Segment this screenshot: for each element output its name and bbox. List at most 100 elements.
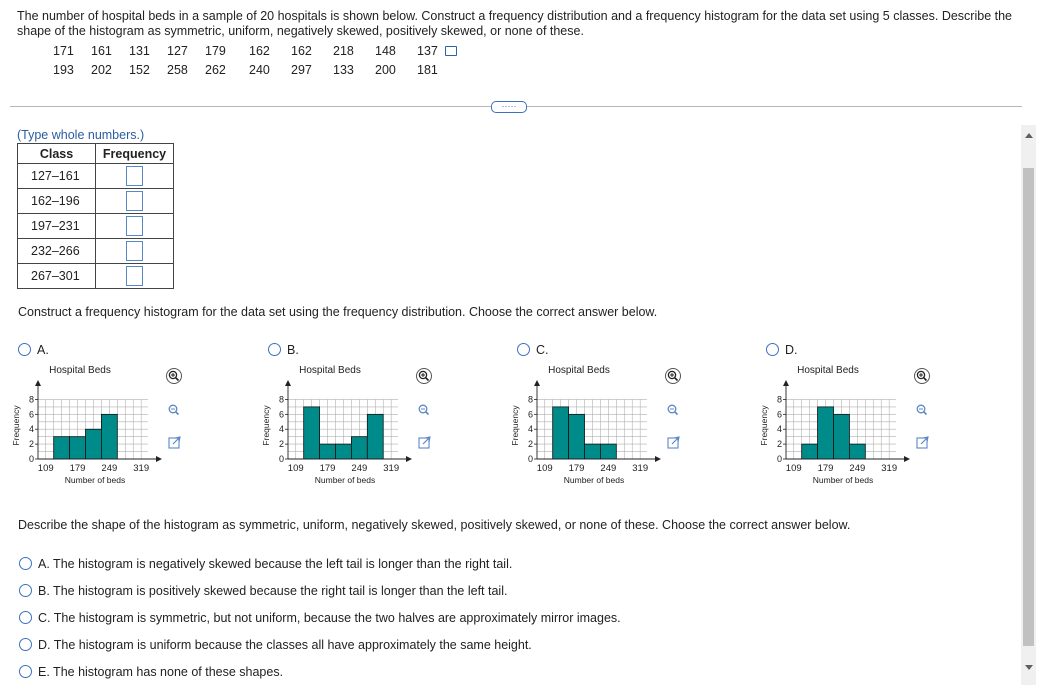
option-label: D. [785, 343, 798, 357]
radio-button[interactable] [19, 665, 32, 679]
answer-option-e[interactable]: E. The histogram has none of these shape… [19, 665, 283, 679]
y-axis-arrow [35, 380, 41, 386]
y-axis-label: Frequency [11, 405, 21, 446]
y-tick-label: 8 [29, 394, 34, 404]
histogram-bar [335, 443, 352, 460]
histogram-bar [849, 443, 866, 460]
data-value: 162 [249, 44, 270, 58]
radio-button[interactable] [19, 611, 32, 625]
table-note: (Type whole numbers.) [17, 128, 145, 142]
data-value: 218 [333, 44, 354, 58]
y-tick-label: 8 [777, 394, 782, 404]
radio-button[interactable] [19, 638, 32, 652]
zoom-in-icon[interactable] [416, 368, 432, 384]
data-value: 152 [129, 63, 150, 77]
chart-option-b[interactable]: B. [268, 343, 299, 357]
table-row: 127–161 [17, 163, 174, 189]
y-tick-label: 4 [528, 424, 533, 434]
frequency-cell [95, 213, 174, 239]
y-axis-arrow [783, 380, 789, 386]
data-value: 162 [291, 44, 312, 58]
answer-option-c[interactable]: C. The histogram is symmetric, but not u… [19, 611, 621, 625]
x-tick-label: 109 [786, 463, 802, 474]
scrollbar-thumb[interactable] [1023, 168, 1034, 646]
y-tick-label: 2 [279, 439, 284, 449]
table-row: 267–301 [17, 263, 174, 289]
y-tick-label: 8 [528, 394, 533, 404]
answer-option-a[interactable]: A. The histogram is negatively skewed be… [19, 557, 512, 571]
histogram-bar [101, 413, 118, 460]
radio-button[interactable] [766, 343, 779, 357]
chart-title: Hospital Beds [299, 365, 361, 376]
data-value: 258 [167, 63, 188, 77]
radio-button[interactable] [18, 343, 31, 357]
chart-option-d[interactable]: D. [766, 343, 798, 357]
more-button[interactable]: ····· [491, 101, 527, 113]
histogram-bar [351, 436, 368, 460]
x-axis-arrow [655, 456, 661, 462]
answer-option-d[interactable]: D. The histogram is uniform because the … [19, 638, 532, 652]
scroll-up-arrow[interactable] [1025, 133, 1033, 138]
frequency-input[interactable] [126, 191, 143, 211]
histogram-bar [319, 443, 336, 460]
y-tick-label: 0 [29, 454, 34, 464]
x-tick-label: 249 [101, 463, 117, 474]
data-value: 148 [375, 44, 396, 58]
chart-option-a[interactable]: A. [18, 343, 49, 357]
class-label: 232–266 [17, 238, 96, 264]
x-tick-label: 319 [881, 463, 897, 474]
y-tick-label: 2 [528, 439, 533, 449]
chart-title: Hospital Beds [49, 365, 111, 376]
histogram-bar [801, 443, 818, 460]
zoom-out-icon[interactable] [418, 404, 430, 416]
expand-icon[interactable] [418, 436, 431, 449]
histogram-chart: Hospital Beds 0 2 4 6 8 109 179 249 319 Number of … [11, 365, 182, 485]
data-row-2: 193 202 152 258 262 240 297 133 200 181 [53, 63, 443, 77]
frequency-input[interactable] [126, 216, 143, 236]
zoom-out-icon[interactable] [916, 404, 928, 416]
radio-button[interactable] [19, 584, 32, 598]
histogram-bar [85, 428, 102, 460]
frequency-cell [95, 263, 174, 289]
expand-icon[interactable] [667, 436, 680, 449]
answer-text: D. The histogram is uniform because the … [38, 638, 532, 652]
data-value: 161 [91, 44, 112, 58]
histogram-bar [568, 413, 585, 460]
class-label: 162–196 [17, 188, 96, 214]
zoom-in-icon[interactable] [665, 368, 681, 384]
frequency-input[interactable] [126, 166, 143, 186]
y-tick-label: 6 [528, 409, 533, 419]
copy-icon[interactable] [445, 46, 457, 56]
scroll-down-arrow[interactable] [1025, 665, 1033, 670]
answer-text: E. The histogram has none of these shape… [38, 665, 284, 679]
zoom-out-icon[interactable] [667, 404, 679, 416]
histogram-bar [69, 436, 86, 460]
y-tick-label: 4 [29, 424, 34, 434]
zoom-in-icon[interactable] [166, 368, 182, 384]
x-tick-label: 109 [537, 463, 553, 474]
radio-button[interactable] [19, 557, 32, 571]
y-tick-label: 4 [777, 424, 782, 434]
y-tick-label: 0 [528, 454, 533, 464]
chart-option-c[interactable]: C. [517, 343, 549, 357]
y-tick-label: 8 [279, 394, 284, 404]
zoom-in-icon[interactable] [914, 368, 930, 384]
y-tick-label: 2 [777, 439, 782, 449]
frequency-input[interactable] [126, 266, 143, 286]
radio-button[interactable] [268, 343, 281, 357]
histogram-bar [53, 436, 70, 460]
data-value: 240 [249, 63, 270, 77]
data-value: 193 [53, 63, 74, 77]
expand-icon[interactable] [168, 436, 181, 449]
data-value: 133 [333, 63, 354, 77]
expand-icon[interactable] [916, 436, 929, 449]
frequency-table: Class Frequency 127–161 162–196 197–231 … [17, 143, 174, 289]
option-label: A. [37, 343, 49, 357]
frequency-input[interactable] [126, 241, 143, 261]
chart-title: Hospital Beds [797, 365, 859, 376]
zoom-out-icon[interactable] [168, 404, 180, 416]
radio-button[interactable] [517, 343, 530, 357]
y-axis-label: Frequency [759, 405, 769, 446]
answer-option-b[interactable]: B. The histogram is positively skewed be… [19, 584, 507, 598]
x-tick-label: 179 [320, 463, 336, 474]
